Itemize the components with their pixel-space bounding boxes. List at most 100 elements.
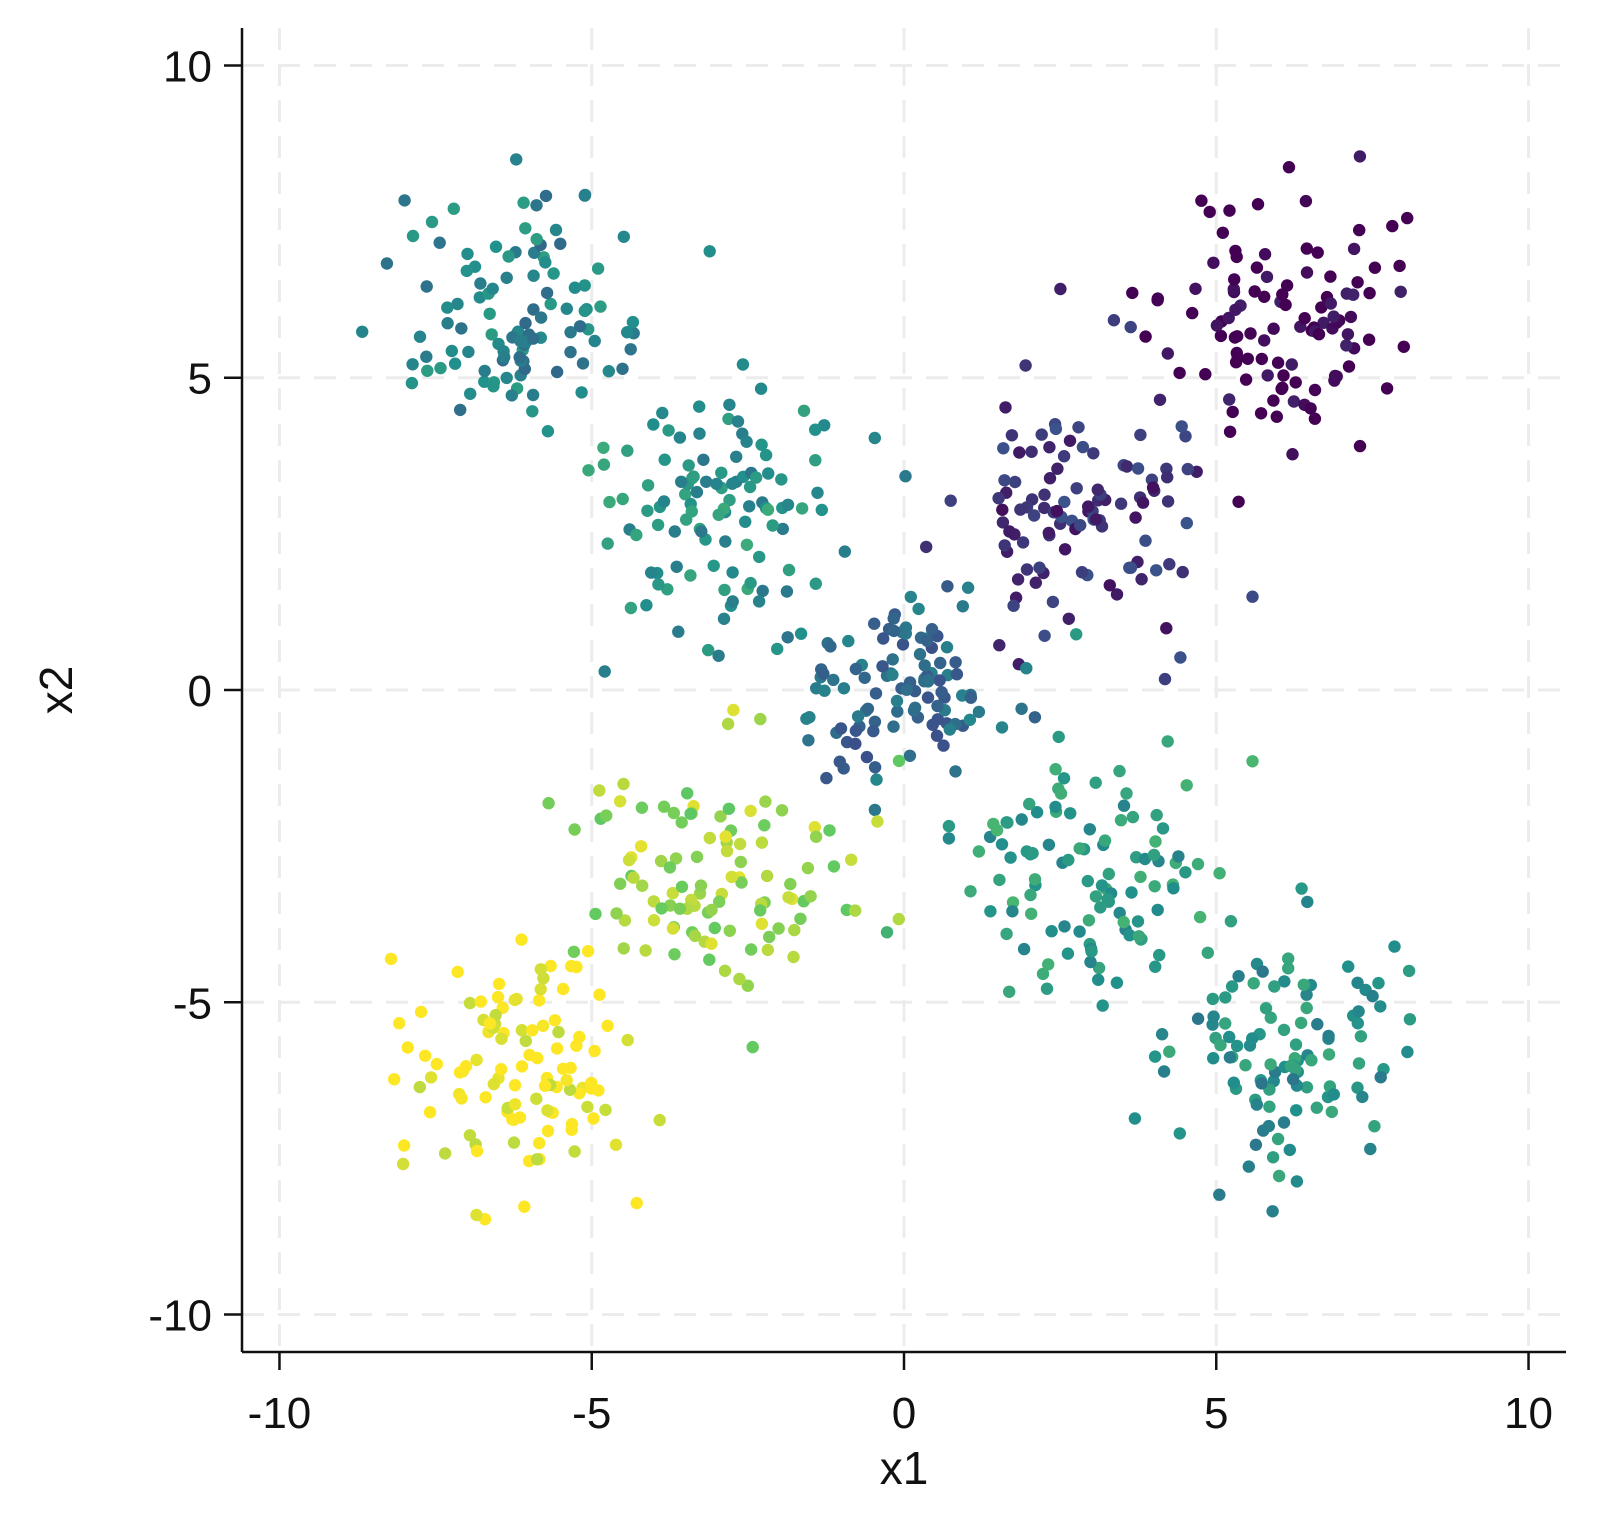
data-point-cluster-4 — [576, 357, 590, 370]
data-point-cluster-7 — [808, 821, 821, 834]
data-point-cluster-7 — [758, 819, 771, 832]
data-point-cluster-0 — [1287, 395, 1301, 408]
data-point-cluster-0 — [1195, 194, 1208, 207]
data-point-cluster-3 — [651, 518, 665, 532]
data-point-cluster-5 — [1120, 787, 1133, 800]
data-point-cluster-4 — [573, 320, 587, 333]
data-point-cluster-8 — [592, 1084, 605, 1097]
data-point-cluster-4 — [616, 362, 629, 375]
data-point-cluster-3 — [673, 431, 687, 444]
data-point-cluster-7 — [892, 754, 906, 768]
data-point-cluster-1 — [1014, 503, 1027, 516]
data-point-cluster-0 — [1260, 270, 1274, 284]
data-point-cluster-7 — [755, 836, 769, 849]
data-point-cluster-1 — [1286, 448, 1299, 461]
data-point-cluster-2 — [896, 638, 910, 651]
data-point-cluster-4 — [519, 222, 532, 235]
data-point-cluster-5 — [1081, 874, 1095, 888]
data-point-cluster-5 — [1098, 834, 1112, 847]
data-point-cluster-4 — [527, 332, 540, 345]
data-point-cluster-1 — [1058, 495, 1071, 509]
data-point-cluster-6 — [1264, 1058, 1277, 1071]
data-point-cluster-3 — [693, 427, 706, 440]
data-point-cluster-8 — [601, 1019, 614, 1032]
data-point-cluster-3 — [598, 665, 611, 678]
data-point-cluster-4 — [486, 282, 499, 295]
data-point-cluster-8 — [506, 1113, 519, 1126]
data-point-cluster-7 — [703, 831, 716, 845]
data-point-cluster-7 — [666, 886, 679, 900]
data-point-cluster-8 — [492, 977, 506, 991]
data-point-cluster-3 — [815, 503, 828, 517]
data-point-cluster-4 — [560, 302, 573, 315]
data-point-cluster-3 — [726, 566, 739, 579]
data-point-cluster-7 — [705, 903, 718, 917]
data-point-cluster-6 — [1322, 1048, 1336, 1061]
data-point-cluster-3 — [868, 431, 881, 445]
data-point-cluster-0 — [1228, 273, 1241, 286]
data-point-cluster-4 — [568, 281, 582, 294]
data-point-cluster-5 — [1085, 945, 1098, 958]
data-point-cluster-8 — [526, 1024, 539, 1037]
data-point-cluster-2 — [950, 668, 964, 681]
data-point-cluster-5 — [1004, 851, 1017, 864]
data-point-cluster-0 — [1186, 306, 1199, 320]
data-point-cluster-1 — [1082, 500, 1095, 513]
data-point-cluster-0 — [1210, 319, 1224, 332]
data-point-cluster-4 — [380, 257, 394, 270]
data-point-cluster-4 — [541, 425, 555, 438]
y-axis-title: x2 — [30, 666, 82, 715]
data-point-cluster-3 — [771, 642, 784, 656]
data-point-cluster-5 — [1101, 893, 1114, 906]
data-point-cluster-5 — [1151, 903, 1164, 917]
data-point-cluster-2 — [851, 710, 865, 723]
data-point-cluster-5 — [1134, 870, 1147, 884]
data-point-cluster-3 — [658, 453, 671, 466]
data-point-cluster-0 — [1397, 340, 1411, 353]
data-point-cluster-4 — [527, 303, 540, 316]
data-point-cluster-8 — [541, 1104, 554, 1117]
data-point-cluster-7 — [733, 837, 747, 851]
data-point-cluster-7 — [568, 823, 581, 836]
data-point-cluster-0 — [1255, 352, 1269, 366]
data-point-cluster-4 — [445, 344, 458, 358]
data-point-cluster-3 — [630, 528, 643, 542]
data-point-cluster-6 — [1325, 1105, 1339, 1119]
data-point-cluster-5 — [1057, 772, 1071, 785]
data-point-cluster-1 — [1161, 495, 1175, 508]
data-point-cluster-3 — [726, 477, 739, 490]
data-point-cluster-5 — [1003, 985, 1016, 998]
data-point-cluster-3 — [739, 515, 752, 528]
data-point-cluster-0 — [1393, 259, 1406, 273]
data-point-cluster-3 — [687, 470, 700, 483]
data-point-cluster-7 — [690, 850, 704, 864]
data-point-cluster-0 — [1222, 311, 1235, 325]
data-point-cluster-2 — [933, 674, 946, 687]
data-point-cluster-1 — [998, 474, 1011, 487]
data-point-cluster-7 — [567, 945, 581, 958]
data-point-cluster-5 — [1102, 867, 1116, 881]
data-point-cluster-1 — [1114, 497, 1128, 510]
data-point-cluster-2 — [868, 761, 882, 774]
data-point-cluster-6 — [1310, 1101, 1324, 1114]
data-point-cluster-8 — [519, 1034, 532, 1048]
data-point-cluster-1 — [996, 503, 1009, 516]
data-point-cluster-8 — [621, 1033, 634, 1047]
y-tick-label: 10 — [163, 42, 212, 91]
data-point-cluster-4 — [498, 350, 511, 364]
data-point-cluster-5 — [1036, 967, 1050, 981]
data-point-cluster-3 — [670, 560, 683, 573]
x-tick-label: 0 — [892, 1389, 916, 1438]
data-point-cluster-7 — [655, 902, 668, 915]
data-point-cluster-4 — [564, 326, 577, 339]
data-point-cluster-1 — [944, 494, 957, 507]
data-point-cluster-2 — [861, 702, 875, 715]
data-point-cluster-2 — [1015, 702, 1028, 715]
data-point-cluster-6 — [1263, 1100, 1276, 1113]
data-point-cluster-8 — [565, 1123, 578, 1137]
data-point-cluster-7 — [600, 809, 613, 822]
data-point-cluster-2 — [937, 739, 950, 752]
data-point-cluster-6 — [1295, 882, 1308, 895]
data-point-cluster-6 — [1201, 946, 1215, 959]
data-point-cluster-6 — [1327, 1088, 1341, 1101]
